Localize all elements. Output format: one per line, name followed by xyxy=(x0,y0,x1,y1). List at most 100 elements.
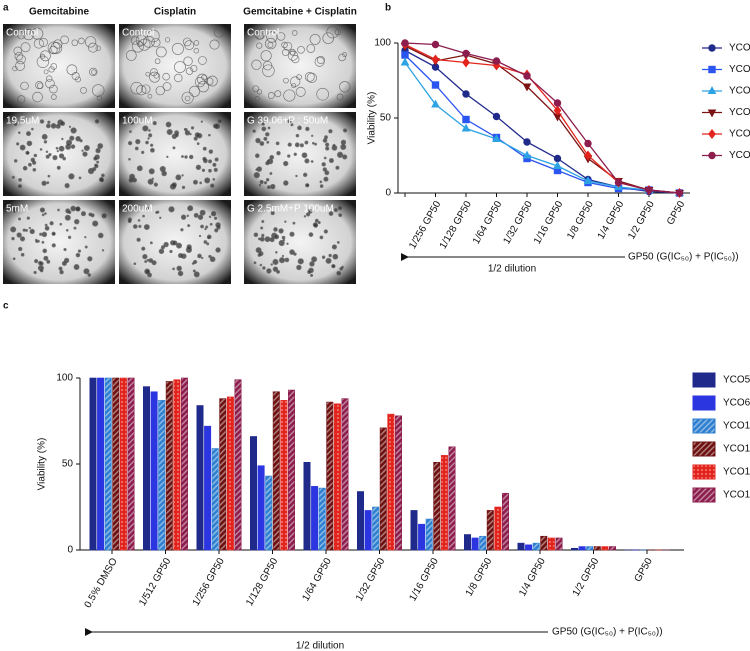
organoid xyxy=(49,84,58,94)
organoid xyxy=(253,232,259,238)
bar xyxy=(525,544,533,551)
organoid xyxy=(65,208,71,214)
organoid xyxy=(17,217,21,221)
organoid xyxy=(304,158,310,164)
organoid xyxy=(295,86,306,97)
organoid xyxy=(202,156,207,162)
organoid xyxy=(38,37,48,47)
organoid xyxy=(197,214,204,220)
x-tick-label: GP50 xyxy=(633,556,656,584)
organoid xyxy=(95,45,101,51)
organoid xyxy=(92,84,105,97)
x-tick-label: 1/512 GP50 xyxy=(137,556,173,608)
bar xyxy=(608,546,616,551)
organoid xyxy=(149,71,161,83)
organoid xyxy=(292,221,296,225)
organoid xyxy=(206,242,210,246)
organoid xyxy=(301,152,308,159)
organoid xyxy=(339,81,351,93)
organoid xyxy=(32,167,37,172)
organoid xyxy=(13,122,18,126)
image-label: 200uM xyxy=(122,204,153,215)
organoid xyxy=(200,120,204,123)
organoid xyxy=(84,36,97,48)
organoid xyxy=(296,74,302,80)
organoid xyxy=(340,143,347,150)
organoid xyxy=(39,50,51,62)
organoid xyxy=(259,141,265,146)
organoid xyxy=(306,44,316,53)
x-tick-label: 1/16 GP50 xyxy=(407,556,441,603)
organoid xyxy=(17,95,26,104)
organoid xyxy=(56,165,61,170)
organoid xyxy=(201,256,204,260)
organoid xyxy=(276,32,286,41)
organoid xyxy=(172,146,176,150)
organoid xyxy=(274,90,282,98)
organoid xyxy=(196,73,208,85)
organoid xyxy=(41,240,45,244)
organoid xyxy=(184,95,191,102)
organoid xyxy=(332,253,339,260)
organoid xyxy=(172,240,178,246)
organoid xyxy=(69,135,75,141)
marker xyxy=(584,150,592,161)
organoid xyxy=(134,146,139,151)
organoid xyxy=(276,150,281,156)
image-label: 100uM xyxy=(122,116,153,127)
organoid xyxy=(46,259,51,264)
arrow-label: 1/2 dilution xyxy=(488,264,536,275)
organoid xyxy=(331,244,338,250)
organoid xyxy=(55,123,61,129)
organoid xyxy=(256,42,263,49)
organoid xyxy=(278,228,284,234)
organoid xyxy=(265,37,277,50)
organoid xyxy=(334,28,342,36)
y-tick-label: 0 xyxy=(67,545,73,556)
organoid xyxy=(324,135,328,140)
bar xyxy=(211,448,219,551)
organoid xyxy=(198,56,207,65)
organoid xyxy=(208,133,211,137)
organoid xyxy=(272,266,279,272)
organoid xyxy=(261,126,267,132)
legend-label: YCO13 xyxy=(723,444,750,455)
organoid xyxy=(27,162,32,167)
organoid xyxy=(80,86,87,94)
organoid xyxy=(286,242,289,245)
organoid xyxy=(180,228,184,232)
organoid xyxy=(160,245,166,250)
image-label: G 2.5mM+P 100uM xyxy=(247,204,334,215)
organoid xyxy=(295,133,300,138)
organoid xyxy=(191,262,195,265)
organoid xyxy=(289,249,295,255)
marker xyxy=(707,86,717,95)
organoid xyxy=(16,54,26,65)
marker xyxy=(462,90,470,98)
bar xyxy=(532,542,540,551)
bar xyxy=(486,510,494,551)
organoid xyxy=(78,176,82,180)
organoid xyxy=(217,118,223,124)
organoid xyxy=(319,180,323,184)
organoid xyxy=(40,53,46,59)
x-tick-label: 1/4 GP50 xyxy=(517,556,548,598)
organoid xyxy=(73,264,80,270)
organoid xyxy=(142,125,149,132)
organoid xyxy=(91,69,97,75)
bar xyxy=(364,510,372,551)
organoid xyxy=(10,226,17,233)
organoid xyxy=(51,94,57,100)
micrograph-bg xyxy=(3,200,115,284)
organoid xyxy=(74,218,80,225)
organoid xyxy=(255,137,261,144)
organoid xyxy=(141,84,151,94)
organoid xyxy=(269,172,273,175)
organoid xyxy=(45,78,55,89)
organoid xyxy=(308,232,314,237)
organoid xyxy=(29,228,35,235)
organoid xyxy=(58,266,63,271)
bar xyxy=(89,377,97,551)
organoid xyxy=(36,55,50,68)
